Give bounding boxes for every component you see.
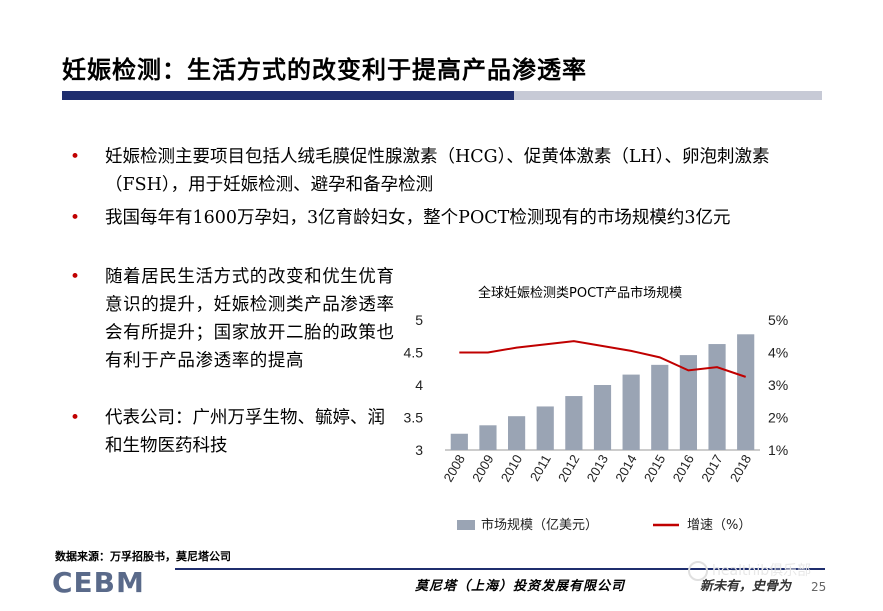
x-tick-label: 2008 <box>440 452 467 485</box>
y-tick-right-label: 3% <box>768 377 788 393</box>
bar-2011 <box>536 406 554 450</box>
title-underline-dark <box>62 91 514 100</box>
cebm-logo: CEBM <box>52 566 145 596</box>
bar-2010 <box>508 416 526 450</box>
x-tick-label: 2016 <box>670 452 697 485</box>
bar-2012 <box>565 396 583 450</box>
bullet-marker: • <box>70 208 81 228</box>
bullet-companies: • 代表公司：广州万孚生物、毓婷、润和生物医药科技 <box>70 404 400 460</box>
x-tick-label: 2017 <box>698 452 725 485</box>
x-tick-label: 2010 <box>498 452 525 485</box>
x-tick-label: 2015 <box>641 452 668 485</box>
bar-2009 <box>479 425 497 450</box>
bar-2014 <box>622 374 640 450</box>
footer-line <box>175 568 825 570</box>
footer-motto: 新未有，史骨为 <box>700 579 792 594</box>
bullet-text: 妊娠检测主要项目包括人绒毛膜促性腺激素（HCG）、促黄体激素（LH）、卵泡刺激素… <box>105 147 770 195</box>
logo-text: CEBM <box>52 566 145 596</box>
bullet-marker: • <box>70 267 81 287</box>
y-tick-left-label: 5 <box>415 312 423 328</box>
legend-label-growth: 增速（%） <box>687 518 751 533</box>
legend-label-market-size: 市场规模（亿美元） <box>481 517 598 533</box>
y-tick-left-label: 4 <box>415 377 423 393</box>
x-tick-label: 2011 <box>527 452 554 484</box>
bullet-market-size: • 我国每年有1600万孕妇，3亿育龄妇女，整个POCT检测现有的市场规模约3亿… <box>70 204 825 232</box>
chat-bubble-icon <box>688 561 708 581</box>
x-tick-label: 2014 <box>612 452 639 485</box>
market-size-chart: 54.543.535%4%3%2%1%2008 2009 2010 2011 2012 2… <box>404 312 789 533</box>
bullet-penetration: • 随着居民生活方式的改变和优生优育意识的提升，妊娠检测类产品渗透率会有所提升；… <box>70 263 400 375</box>
bar-2015 <box>651 364 669 450</box>
watermark-text: healthib俱乐部 <box>712 563 812 579</box>
footer-company: 莫尼塔（上海）投资发展有限公司 <box>415 579 626 594</box>
bar-2016 <box>679 355 697 450</box>
bullet-text: 我国每年有1600万孕妇，3亿育龄妇女，整个POCT检测现有的市场规模约3亿元 <box>105 208 731 228</box>
bar-2017 <box>708 344 726 450</box>
growth-rate-line <box>459 340 747 378</box>
bar-2018 <box>737 334 755 450</box>
bar-2013 <box>593 385 612 450</box>
bullet-marker: • <box>70 408 81 428</box>
y-tick-left-label: 3.5 <box>404 410 424 426</box>
watermark: healthib俱乐部 <box>688 560 811 581</box>
bar-2008 <box>450 433 468 450</box>
x-tick-label: 2009 <box>469 452 496 485</box>
bullet-marker: • <box>70 147 81 167</box>
y-tick-left-label: 4.5 <box>404 345 424 361</box>
page-title: 妊娠检测：生活方式的改变利于提高产品渗透率 <box>62 55 587 84</box>
title-underline-light <box>514 91 822 100</box>
x-tick-label: 2012 <box>555 452 582 485</box>
page-number: 25 <box>811 580 827 594</box>
bullet-text: 代表公司：广州万孚生物、毓婷、润和生物医药科技 <box>105 408 385 456</box>
y-tick-right-label: 5% <box>768 312 788 328</box>
x-tick-label: 2013 <box>584 452 611 485</box>
data-source: 数据来源：万孚招股书，莫尼塔公司 <box>55 550 231 563</box>
x-tick-label: 2018 <box>727 452 754 485</box>
y-tick-right-label: 4% <box>768 345 788 361</box>
chart-title: 全球妊娠检测类POCT产品市场规模 <box>478 286 683 301</box>
y-tick-left-label: 3 <box>415 442 423 458</box>
bullet-text: 随着居民生活方式的改变和优生优育意识的提升，妊娠检测类产品渗透率会有所提升；国家… <box>105 267 395 371</box>
y-tick-right-label: 1% <box>768 442 788 458</box>
bullet-hcg-lh-fsh: • 妊娠检测主要项目包括人绒毛膜促性腺激素（HCG）、促黄体激素（LH）、卵泡刺… <box>70 143 825 199</box>
legend-swatch-bar <box>457 520 475 530</box>
y-tick-right-label: 2% <box>768 410 788 426</box>
